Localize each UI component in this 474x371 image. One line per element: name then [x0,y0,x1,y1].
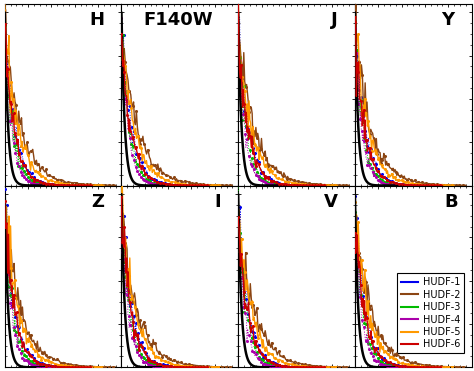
Text: J: J [331,11,337,29]
Legend: HUDF-1, HUDF-2, HUDF-3, HUDF-4, HUDF-5, HUDF-6: HUDF-1, HUDF-2, HUDF-3, HUDF-4, HUDF-5, … [397,273,465,353]
Text: Y: Y [441,11,454,29]
Text: F140W: F140W [143,11,212,29]
Text: H: H [89,11,104,29]
Text: Z: Z [91,193,104,211]
Text: I: I [214,193,221,211]
Text: V: V [324,193,337,211]
Text: B: B [444,193,457,211]
